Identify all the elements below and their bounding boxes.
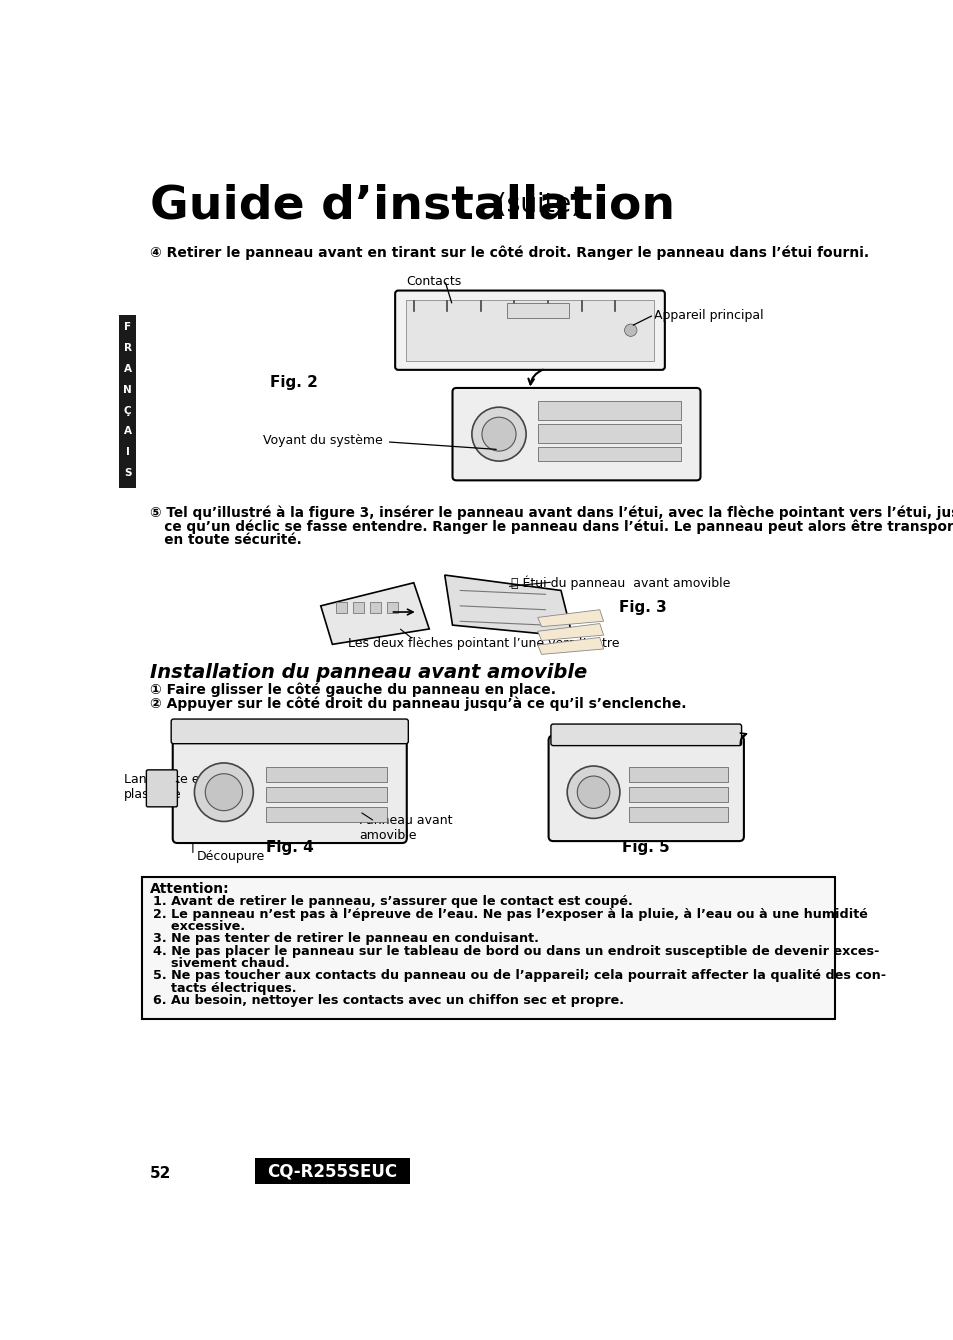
Circle shape bbox=[481, 417, 516, 452]
Text: R: R bbox=[124, 343, 132, 354]
Text: en toute sécurité.: en toute sécurité. bbox=[150, 533, 302, 548]
Text: F: F bbox=[124, 323, 132, 332]
Circle shape bbox=[205, 773, 242, 811]
Bar bbox=[537, 425, 680, 444]
Text: Les deux flèches pointant l’une vers l’autre: Les deux flèches pointant l’une vers l’a… bbox=[348, 636, 618, 650]
Text: Appareil principal: Appareil principal bbox=[654, 310, 762, 323]
Bar bbox=[537, 448, 680, 461]
Polygon shape bbox=[320, 583, 429, 645]
Text: Installation du panneau avant amovible: Installation du panneau avant amovible bbox=[150, 663, 587, 682]
Text: 3. Ne pas tenter de retirer le panneau en conduisant.: 3. Ne pas tenter de retirer le panneau e… bbox=[153, 933, 538, 945]
Text: Guide d’installation: Guide d’installation bbox=[150, 184, 675, 229]
Text: Fig. 2: Fig. 2 bbox=[270, 375, 318, 390]
FancyBboxPatch shape bbox=[550, 724, 740, 745]
Text: 4. Ne pas placer le panneau sur le tableau de bord ou dans un endroit susceptibl: 4. Ne pas placer le panneau sur le table… bbox=[153, 945, 879, 958]
FancyBboxPatch shape bbox=[395, 291, 664, 370]
Text: ① Faire glisser le côté gauche du panneau en place.: ① Faire glisser le côté gauche du pannea… bbox=[150, 683, 556, 697]
Text: I: I bbox=[126, 448, 130, 457]
Bar bbox=[629, 766, 728, 783]
Text: Découpure: Découpure bbox=[196, 850, 265, 863]
Bar bbox=[254, 1158, 410, 1185]
Text: Ç: Ç bbox=[124, 406, 132, 415]
Text: ⑤ Tel qu’illustré à la figure 3, insérer le panneau avant dans l’étui, avec la f: ⑤ Tel qu’illustré à la figure 3, insérer… bbox=[150, 505, 953, 520]
Polygon shape bbox=[537, 610, 603, 627]
Bar bbox=[119, 315, 136, 488]
Text: 6. Au besoin, nettoyer les contacts avec un chiffon sec et propre.: 6. Au besoin, nettoyer les contacts avec… bbox=[153, 994, 623, 1006]
Text: Voyant du système: Voyant du système bbox=[262, 434, 382, 448]
Text: ④ Retirer le panneau avant en tirant sur le côté droit. Ranger le panneau dans l: ④ Retirer le panneau avant en tirant sur… bbox=[150, 245, 868, 260]
Text: sivement chaud.: sivement chaud. bbox=[153, 957, 290, 970]
Text: Languette en
plastique: Languette en plastique bbox=[124, 773, 207, 801]
Bar bbox=[266, 766, 386, 783]
Text: N: N bbox=[123, 385, 132, 395]
Bar bbox=[266, 807, 386, 823]
FancyBboxPatch shape bbox=[171, 720, 408, 744]
Text: Attention:: Attention: bbox=[150, 882, 230, 896]
Text: tacts électriques.: tacts électriques. bbox=[153, 982, 296, 994]
Text: 2. Le panneau n’est pas à l’épreuve de l’eau. Ne pas l’exposer à la pluie, à l’e: 2. Le panneau n’est pas à l’épreuve de l… bbox=[153, 907, 867, 921]
Circle shape bbox=[624, 324, 637, 336]
FancyBboxPatch shape bbox=[452, 389, 700, 480]
FancyBboxPatch shape bbox=[146, 770, 177, 807]
Text: excessive.: excessive. bbox=[153, 921, 245, 933]
Bar bbox=[537, 401, 680, 421]
Polygon shape bbox=[537, 623, 603, 641]
Circle shape bbox=[567, 766, 619, 819]
Text: A: A bbox=[124, 426, 132, 437]
Text: A: A bbox=[124, 364, 132, 374]
FancyBboxPatch shape bbox=[548, 736, 743, 842]
Bar bbox=[335, 602, 347, 612]
Text: CQ-R255SEUC: CQ-R255SEUC bbox=[267, 1162, 397, 1181]
Bar bbox=[266, 787, 386, 803]
Text: Fig. 5: Fig. 5 bbox=[621, 840, 669, 855]
Circle shape bbox=[472, 407, 525, 461]
Bar bbox=[506, 303, 568, 319]
Text: Fig. 4: Fig. 4 bbox=[266, 840, 314, 855]
Polygon shape bbox=[444, 575, 572, 636]
Text: ce qu’un déclic se fasse entendre. Ranger le panneau dans l’étui. Le panneau peu: ce qu’un déclic se fasse entendre. Range… bbox=[150, 520, 953, 535]
FancyBboxPatch shape bbox=[172, 734, 406, 843]
Bar bbox=[406, 300, 654, 360]
Text: Fig. 3: Fig. 3 bbox=[618, 600, 666, 615]
Text: 5. Ne pas toucher aux contacts du panneau ou de l’appareil; cela pourrait affect: 5. Ne pas toucher aux contacts du pannea… bbox=[153, 969, 885, 982]
Bar bbox=[353, 602, 364, 612]
Text: Panneau avant
amovible: Panneau avant amovible bbox=[359, 813, 453, 842]
Text: ⓑ Étui du panneau  avant amovible: ⓑ Étui du panneau avant amovible bbox=[510, 575, 729, 590]
Bar bbox=[387, 602, 397, 612]
Polygon shape bbox=[537, 638, 603, 654]
Text: 1. Avant de retirer le panneau, s’assurer que le contact est coupé.: 1. Avant de retirer le panneau, s’assure… bbox=[153, 895, 633, 909]
Text: Contacts: Contacts bbox=[406, 275, 460, 288]
Bar bbox=[629, 807, 728, 823]
Circle shape bbox=[194, 762, 253, 821]
Text: (suite): (suite) bbox=[488, 192, 581, 217]
Text: S: S bbox=[124, 468, 132, 478]
Bar bbox=[142, 876, 834, 1020]
Bar bbox=[629, 787, 728, 803]
Text: 52: 52 bbox=[150, 1166, 172, 1181]
Circle shape bbox=[577, 776, 609, 808]
Bar bbox=[370, 602, 381, 612]
Text: ② Appuyer sur le côté droit du panneau jusqu’à ce qu’il s’enclenche.: ② Appuyer sur le côté droit du panneau j… bbox=[150, 697, 686, 712]
